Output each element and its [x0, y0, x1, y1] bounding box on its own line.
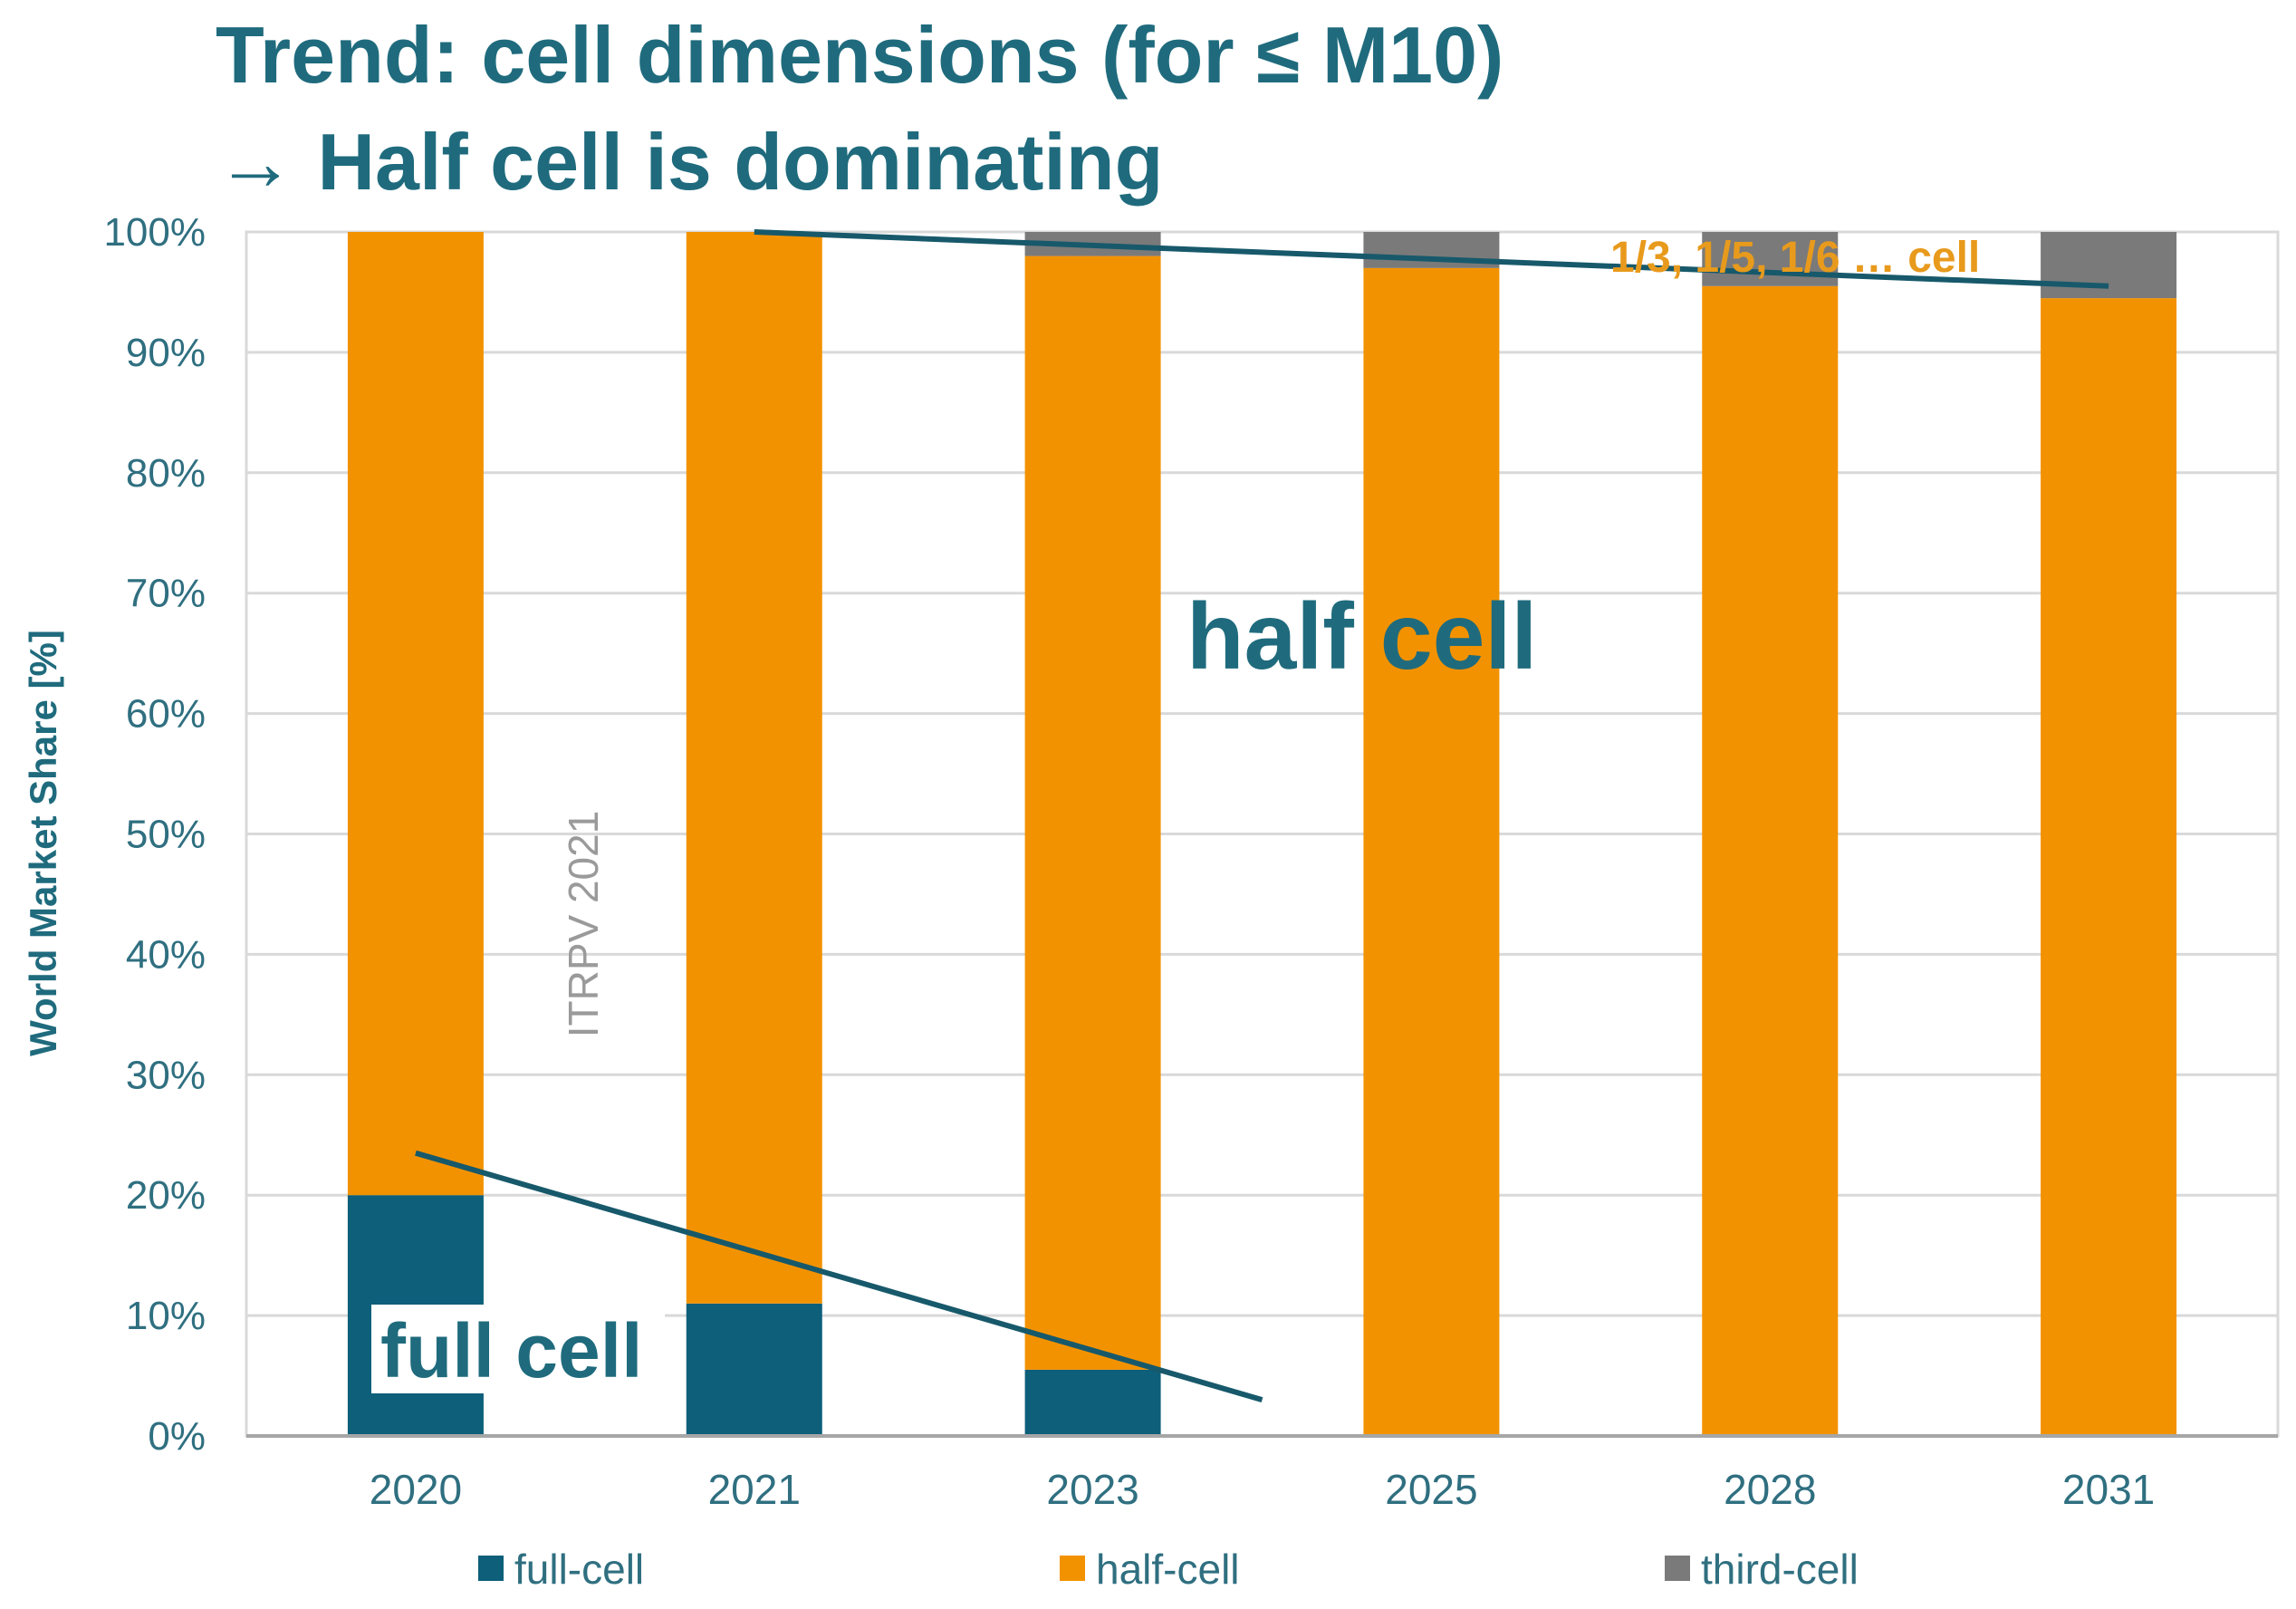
legend-label-full-cell: full-cell [514, 1546, 644, 1593]
x-tick-label-2028: 2028 [1724, 1466, 1816, 1513]
bar-half-cell-2021 [686, 232, 822, 1304]
bar-half-cell-2020 [347, 232, 484, 1196]
title-line-2: → Half cell is dominating [216, 117, 1164, 207]
y-tick-label: 100% [103, 210, 206, 255]
multi-cut-cell-label: 1/3, 1/5, 1/6 … cell [1610, 234, 1980, 282]
y-tick-label: 40% [126, 932, 206, 977]
bar-half-cell-2025 [1363, 267, 1500, 1436]
title-line-1: Trend: cell dimensions (for ≤ M10) [216, 10, 1504, 100]
legend-swatch-half-cell [1060, 1556, 1085, 1581]
y-tick-label: 70% [126, 572, 206, 616]
legend-swatch-third-cell [1665, 1556, 1690, 1581]
bar-full-cell-2021 [686, 1303, 822, 1436]
itrpv-watermark: ITRPV 2021 [560, 811, 607, 1038]
x-tick-label-2031: 2031 [2062, 1466, 2155, 1513]
legend-label-half-cell: half-cell [1096, 1546, 1240, 1593]
legend-label-third-cell: third-cell [1701, 1546, 1859, 1593]
y-tick-label: 60% [126, 692, 206, 737]
full-cell-label: full cell [380, 1308, 642, 1393]
y-tick-label: 10% [126, 1294, 206, 1338]
upper-trend-line [754, 229, 2109, 289]
y-tick-label: 20% [126, 1173, 206, 1218]
x-tick-label-2025: 2025 [1385, 1466, 1477, 1513]
bar-half-cell-2028 [1702, 285, 1839, 1437]
y-tick-label: 50% [126, 813, 206, 857]
y-tick-label: 90% [126, 331, 206, 375]
bar-full-cell-2023 [1024, 1369, 1161, 1436]
legend-swatch-full-cell [478, 1556, 504, 1581]
bar-third-cell-2031 [2041, 232, 2177, 299]
bar-half-cell-2031 [2041, 298, 2177, 1437]
y-tick-label: 0% [148, 1414, 206, 1459]
y-tick-label: 80% [126, 451, 206, 496]
x-tick-label-2021: 2021 [708, 1466, 801, 1513]
y-axis-title: World Market Share [%] [22, 630, 64, 1056]
full-cell-label-backing [371, 1305, 665, 1393]
x-tick-label-2023: 2023 [1046, 1466, 1138, 1513]
x-tick-label-2020: 2020 [370, 1466, 462, 1513]
half-cell-label: half cell [1186, 584, 1537, 689]
y-tick-label: 30% [126, 1053, 206, 1097]
bar-half-cell-2023 [1024, 255, 1161, 1370]
lower-trend-line [415, 1150, 1263, 1403]
